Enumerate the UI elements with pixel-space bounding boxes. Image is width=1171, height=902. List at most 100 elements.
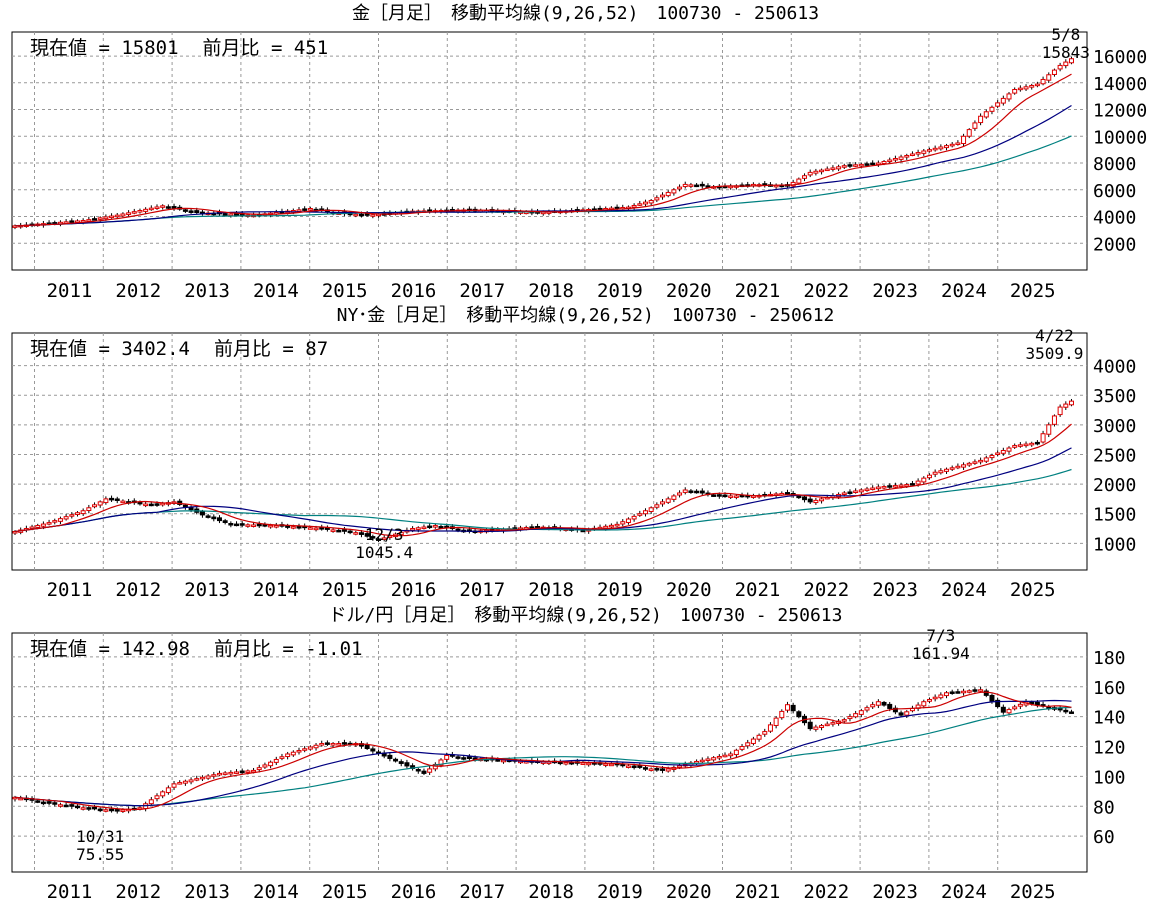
candle-body: [86, 807, 92, 810]
candle-body: [932, 696, 938, 700]
candle-body: [909, 483, 915, 486]
candle-body: [205, 775, 211, 779]
candle-body: [784, 492, 790, 495]
candle-body: [961, 690, 967, 694]
y-tick-label: 140: [1093, 708, 1126, 729]
candle-body: [234, 213, 240, 216]
x-tick-label: 2025: [1010, 881, 1056, 902]
candle-body: [46, 522, 52, 525]
candle-body: [694, 490, 700, 494]
x-tick-label: 2018: [528, 579, 574, 601]
candle-body: [790, 704, 796, 712]
candle-body: [631, 765, 637, 769]
candle-body: [398, 761, 404, 764]
candle-body: [495, 759, 501, 762]
candle-body: [109, 215, 115, 219]
candle-body: [239, 523, 245, 526]
moving-average-26-line: [14, 104, 1072, 227]
candle-body: [642, 510, 648, 515]
y-tick-label: 8000: [1093, 154, 1136, 175]
candle-body: [165, 206, 171, 209]
candle-body: [648, 507, 654, 512]
candle-body: [245, 524, 251, 527]
candle-body: [637, 765, 643, 768]
candle-body: [756, 734, 762, 740]
candle-body: [648, 768, 654, 771]
candle-body: [563, 762, 569, 765]
candle-body: [654, 768, 660, 771]
candle-body: [438, 759, 444, 766]
candle-body: [944, 468, 950, 472]
candle-body: [370, 214, 376, 217]
candle-body: [983, 690, 989, 696]
candle-body: [892, 485, 898, 488]
candle-body: [966, 129, 972, 137]
candle-body: [841, 492, 847, 495]
candle-body: [376, 538, 382, 541]
candle-body: [29, 526, 35, 530]
candle-body: [336, 529, 342, 533]
candle-body: [779, 710, 785, 719]
candle-body: [296, 526, 302, 529]
candle-body: [864, 163, 870, 166]
candle-body: [160, 502, 166, 506]
annotation-value: 161.94: [912, 644, 970, 663]
candle-body: [705, 758, 711, 761]
candle-body: [875, 701, 881, 706]
candle-body: [716, 494, 722, 497]
chart-panel-2: 1000 1500 2000 2500 3000 3500 4000 2011 2012 2013…: [11, 326, 1136, 601]
candle-body: [648, 199, 654, 204]
candle-body: [983, 457, 989, 462]
candles: [12, 686, 1074, 814]
plot-frame: [11, 31, 1088, 271]
candle-body: [966, 462, 972, 466]
candle-body: [978, 459, 984, 463]
candle-body: [137, 210, 143, 213]
candle-body: [358, 213, 364, 217]
candle-body: [961, 464, 967, 468]
candle-body: [796, 495, 802, 499]
candle-body: [74, 512, 80, 515]
candle-body: [858, 163, 864, 167]
candle-body: [665, 768, 671, 772]
candle-body: [722, 494, 728, 498]
x-tick-label: 2016: [391, 280, 437, 302]
y-tick-label: 4000: [1093, 357, 1136, 378]
candle-body: [699, 490, 705, 494]
candle-body: [1023, 443, 1029, 447]
candle-body: [415, 768, 421, 772]
candle-body: [853, 164, 859, 167]
candle-body: [699, 759, 705, 763]
candle-body: [92, 218, 98, 221]
y-tick-label: 100: [1093, 767, 1126, 788]
candle-body: [944, 692, 950, 697]
candle-body: [989, 694, 995, 702]
annotation-date: 5/8: [1051, 25, 1080, 44]
candle-body: [455, 528, 461, 532]
candle-body: [711, 494, 717, 497]
candle-body: [847, 491, 853, 494]
candle-body: [631, 515, 637, 520]
candle-body: [807, 721, 813, 730]
x-tick-label: 2014: [253, 579, 299, 601]
candle-body: [898, 156, 904, 160]
candle-body: [1068, 58, 1074, 64]
candle-body: [949, 467, 955, 470]
annotation-date: 7/3: [926, 626, 955, 645]
x-tick-label: 2022: [803, 881, 849, 902]
moving-average-26-line: [14, 447, 1072, 533]
candle-body: [171, 783, 177, 788]
candle-body: [972, 122, 978, 129]
y-tick-label: 4000: [1093, 208, 1136, 229]
candle-body: [251, 524, 257, 527]
candle-body: [268, 524, 274, 528]
candle-body: [995, 452, 1001, 455]
candle-body: [660, 768, 666, 771]
candle-body: [603, 763, 609, 766]
candle-body: [926, 474, 932, 479]
candle-body: [279, 756, 285, 759]
candle-body: [892, 707, 898, 713]
candle-body: [625, 518, 631, 524]
candle-body: [35, 525, 41, 528]
candle-body: [915, 152, 921, 155]
